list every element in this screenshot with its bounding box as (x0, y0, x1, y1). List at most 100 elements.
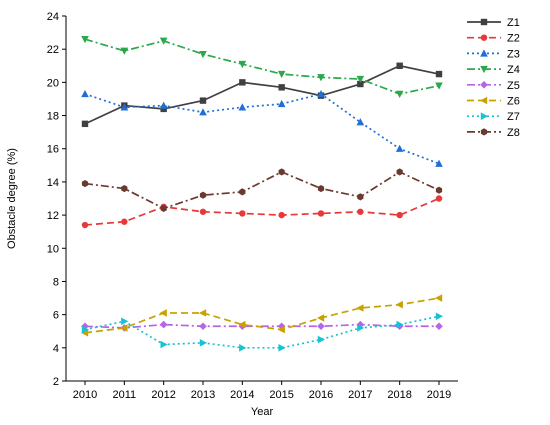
legend-marker-z8 (480, 128, 488, 136)
data-point-z1 (239, 79, 246, 86)
y-tick-label: 6 (53, 310, 59, 322)
data-point-z2 (121, 218, 128, 225)
data-point-z2 (357, 208, 364, 215)
y-tick-label: 12 (47, 210, 59, 222)
data-point-z1 (396, 62, 403, 69)
series-line-z7 (84, 315, 440, 349)
data-point-z6 (356, 304, 364, 312)
legend-label-z3: Z3 (507, 48, 520, 60)
data-point-z8 (199, 191, 207, 199)
y-tick-label: 14 (47, 177, 59, 189)
data-point-z3 (395, 144, 404, 152)
x-tick-label: 2010 (73, 389, 97, 401)
legend-marker-z5 (480, 81, 488, 89)
y-axis-title: Obstacle degree (%) (6, 148, 18, 249)
series-line-z6 (84, 297, 440, 334)
x-tick-label: 2014 (230, 389, 254, 401)
data-point-z2 (199, 208, 207, 215)
series-z2 (81, 195, 443, 229)
data-point-z7 (81, 325, 89, 334)
data-point-z6 (435, 294, 443, 302)
series-z6 (81, 294, 443, 337)
data-point-z2 (317, 210, 325, 217)
data-point-z1 (435, 70, 443, 78)
data-point-z4 (435, 82, 443, 90)
data-point-z6 (81, 329, 89, 337)
series-z1 (81, 62, 443, 128)
legend-label-z1: Z1 (507, 17, 520, 29)
legend-label-z7: Z7 (507, 111, 520, 123)
y-tick-label: 8 (53, 276, 59, 288)
data-point-z1 (160, 105, 167, 113)
data-point-z4 (159, 37, 168, 45)
x-tick-label: 2017 (348, 389, 372, 401)
data-point-z3 (159, 101, 168, 109)
data-point-z8 (435, 186, 443, 194)
legend-marker-z1 (480, 18, 488, 26)
legend-label-z2: Z2 (507, 33, 520, 45)
data-point-z7 (435, 312, 443, 321)
legend-marker-z6 (480, 96, 488, 105)
data-point-z5 (435, 322, 443, 331)
data-point-z2 (435, 195, 443, 202)
data-point-z3 (277, 99, 286, 108)
data-point-z8 (160, 204, 167, 213)
x-tick-label: 2011 (113, 389, 137, 401)
data-point-z8 (396, 168, 403, 176)
legend-marker-z7 (480, 112, 488, 120)
legend-item-z6: Z6 (467, 96, 520, 108)
data-point-z8 (357, 193, 364, 201)
legend-label-z6: Z6 (507, 96, 520, 108)
data-point-z6 (277, 325, 285, 334)
data-point-z4 (395, 90, 404, 98)
legend-item-z8: Z8 (467, 127, 520, 139)
data-point-z8 (239, 188, 246, 196)
data-point-z4 (317, 74, 325, 82)
legend-item-z4: Z4 (467, 64, 520, 76)
series-line-z3 (84, 93, 440, 165)
series-layer (81, 36, 443, 352)
data-point-z6 (238, 320, 246, 329)
y-tick-label: 18 (47, 111, 59, 123)
data-point-z4 (199, 50, 207, 59)
data-point-z8 (317, 184, 325, 193)
series-line-z1 (84, 64, 440, 125)
data-point-z3 (120, 103, 129, 111)
data-point-z8 (81, 179, 89, 188)
data-point-z1 (81, 120, 89, 128)
data-point-z1 (278, 84, 285, 91)
series-z4 (81, 36, 443, 98)
data-point-z8 (278, 168, 285, 176)
data-point-z7 (278, 344, 286, 352)
data-point-z3 (435, 159, 443, 167)
data-point-z5 (356, 320, 365, 329)
data-point-z1 (199, 97, 207, 104)
x-tick-label: 2012 (151, 389, 175, 401)
data-point-z2 (278, 211, 285, 219)
legend-item-z1: Z1 (467, 17, 520, 29)
data-point-z6 (395, 300, 403, 309)
y-tick-label: 16 (47, 144, 59, 156)
data-point-z7 (357, 324, 365, 332)
legend-label-z4: Z4 (507, 64, 520, 76)
data-point-z7 (396, 320, 404, 329)
y-tick-label: 22 (47, 44, 59, 56)
legend-marker-z3 (480, 49, 488, 57)
data-point-z6 (159, 309, 167, 317)
data-point-z7 (317, 335, 325, 344)
data-point-z6 (317, 314, 325, 322)
data-point-z4 (238, 60, 247, 69)
y-tick-label: 24 (47, 11, 59, 23)
data-point-z3 (238, 103, 247, 111)
data-point-z5 (159, 320, 168, 329)
data-point-z5 (277, 322, 286, 331)
data-point-z7 (160, 340, 168, 349)
legend-item-z7: Z7 (467, 111, 520, 123)
data-point-z2 (81, 221, 89, 229)
x-axis-title: Year (251, 406, 274, 418)
x-tick-label: 2019 (427, 389, 451, 401)
legend-item-z5: Z5 (467, 80, 520, 92)
legend-label-z5: Z5 (507, 80, 520, 92)
